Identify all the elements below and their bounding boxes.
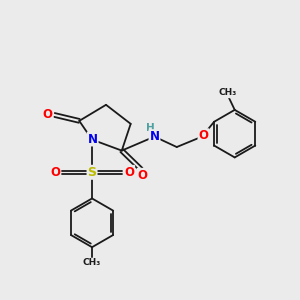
Text: S: S <box>88 166 97 179</box>
Text: CH₃: CH₃ <box>218 88 236 98</box>
Text: N: N <box>149 130 160 143</box>
Text: O: O <box>124 166 134 179</box>
Text: O: O <box>43 108 53 122</box>
Text: O: O <box>138 169 148 182</box>
Text: N: N <box>88 133 98 146</box>
Text: O: O <box>50 166 60 179</box>
Text: H: H <box>146 123 154 133</box>
Text: O: O <box>199 129 208 142</box>
Text: CH₃: CH₃ <box>83 258 101 267</box>
